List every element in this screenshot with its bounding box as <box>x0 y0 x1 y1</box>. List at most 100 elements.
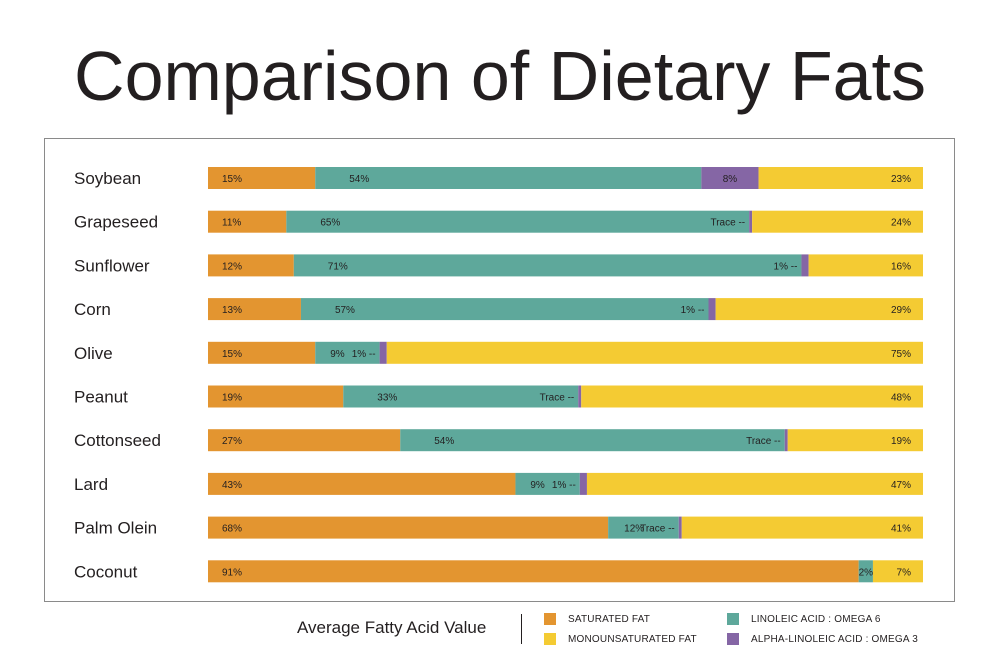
category-label: Sunflower <box>74 256 150 275</box>
bar-segment-linoleic <box>315 167 702 189</box>
stacked-bar-chart: Soybean 15% 54% 8% 23% Grapeseed 11% 65% Trace -… <box>74 167 923 583</box>
bar-segment-saturated <box>208 516 609 539</box>
bar-segment-mono <box>758 167 923 189</box>
bar-value-label: 11% <box>222 218 241 229</box>
bar-segment-mono <box>808 254 923 277</box>
legend-item-mono: MONOUNSATURATED FAT <box>544 633 697 645</box>
bar-segment-linoleic <box>293 254 802 277</box>
bar-value-label: 71% <box>328 261 348 272</box>
bar-segment-alpha <box>579 472 587 495</box>
bar-value-label: 19% <box>222 393 242 404</box>
bar-segment-saturated <box>208 298 301 321</box>
bar-value-label: 27% <box>222 436 242 447</box>
category-label: Palm Olein <box>74 519 157 538</box>
bar-value-label: 65% <box>320 218 340 229</box>
bar-value-label: Trace -- <box>710 218 745 229</box>
bar-segment-mono <box>581 385 923 408</box>
bar-value-label: 19% <box>891 436 911 447</box>
bar-segment-linoleic <box>515 472 580 495</box>
bar-value-label: 33% <box>377 393 397 404</box>
bar-value-label: 1% -- <box>352 349 376 360</box>
category-label: Grapeseed <box>74 213 158 232</box>
bar-value-label: 57% <box>335 305 355 316</box>
bar-value-label: 1% -- <box>552 480 576 491</box>
bar-value-label: 12% <box>624 524 644 535</box>
legend-swatch <box>544 613 556 625</box>
bar-value-label: 24% <box>891 218 911 229</box>
bar-segment-mono <box>681 516 923 539</box>
category-label: Coconut <box>74 562 138 581</box>
bar-value-label: 12% <box>222 261 242 272</box>
bar-segment-saturated <box>208 429 401 452</box>
bar-segment-saturated <box>208 167 316 189</box>
bar-segment-saturated <box>208 210 287 233</box>
bar-segment-alpha <box>749 210 753 233</box>
bar-segment-mono <box>872 560 923 583</box>
bar-segment-linoleic <box>300 298 709 321</box>
bar-value-label: 29% <box>891 305 911 316</box>
bar-value-label: 15% <box>222 174 242 185</box>
bar-segment-alpha <box>784 429 788 452</box>
category-label: Cottonseed <box>74 431 161 450</box>
bar-value-label: 23% <box>891 174 911 185</box>
legend-swatch <box>727 613 739 625</box>
bar-segment-saturated <box>208 472 516 495</box>
bar-value-label: 1% -- <box>774 261 798 272</box>
category-label: Peanut <box>74 388 128 407</box>
bar-segment-linoleic <box>400 429 785 452</box>
bar-value-label: 8% <box>723 174 738 185</box>
bar-segment-mono <box>586 472 923 495</box>
bar-segment-saturated <box>208 341 316 364</box>
bar-value-label: 16% <box>891 261 911 272</box>
bar-segment-saturated <box>208 254 294 277</box>
bar-value-label: 68% <box>222 524 242 535</box>
legend-divider <box>521 614 522 644</box>
bar-segment-linoleic <box>343 385 579 408</box>
bar-value-label: 2% <box>859 567 874 578</box>
bar-value-label: 41% <box>891 524 911 535</box>
legend-label: LINOLEIC ACID : OMEGA 6 <box>751 613 881 625</box>
bar-value-label: Trace -- <box>540 393 575 404</box>
bar-segment-mono <box>386 341 923 364</box>
bar-segment-linoleic <box>315 341 380 364</box>
bar-value-label: 9% <box>530 480 545 491</box>
legend-item-saturated: SATURATED FAT <box>544 613 650 625</box>
bar-segment-alpha <box>678 516 682 539</box>
legend-title: Average Fatty Acid Value <box>297 618 487 637</box>
bar-segment-linoleic <box>858 560 873 583</box>
legend-label: SATURATED FAT <box>568 613 651 625</box>
bar-segment-mono <box>787 429 923 452</box>
bar-segment-alpha <box>701 167 759 189</box>
bar-value-label: 48% <box>891 393 911 404</box>
bar-segment-mono <box>715 298 923 321</box>
bar-segment-alpha <box>801 254 809 277</box>
bar-value-label: 9% <box>330 349 345 360</box>
bar-segment-mono <box>752 210 923 233</box>
legend-swatch <box>544 633 556 645</box>
bar-value-label: 47% <box>891 480 911 491</box>
bar-value-label: 75% <box>891 349 911 360</box>
legend-item-linoleic: LINOLEIC ACID : OMEGA 6 <box>727 613 881 625</box>
bar-value-label: 13% <box>222 305 242 316</box>
chart-frame: Soybean 15% 54% 8% 23% Grapeseed 11% 65% Trace -… <box>44 138 955 602</box>
bar-value-label: Trace -- <box>746 436 781 447</box>
bar-segment-alpha <box>379 341 387 364</box>
bar-value-label: 7% <box>897 567 912 578</box>
bar-segment-saturated <box>208 385 344 408</box>
bar-segment-saturated <box>208 560 859 583</box>
bar-segment-linoleic <box>286 210 750 233</box>
category-label: Lard <box>74 475 108 494</box>
bar-segment-alpha <box>578 385 582 408</box>
bar-value-label: 54% <box>349 174 369 185</box>
category-label: Soybean <box>74 169 141 188</box>
bar-segment-alpha <box>708 298 716 321</box>
chart-title: Comparison of Dietary Fats <box>74 37 926 115</box>
legend-label: ALPHA-LINOLEIC ACID : OMEGA 3 <box>751 633 918 645</box>
category-label: Corn <box>74 300 111 319</box>
legend-swatch <box>727 633 739 645</box>
bar-value-label: Trace -- <box>640 524 675 535</box>
bar-value-label: 91% <box>222 567 242 578</box>
bar-value-label: 54% <box>434 436 454 447</box>
bar-value-label: 1% -- <box>681 305 705 316</box>
bar-value-label: 15% <box>222 349 242 360</box>
